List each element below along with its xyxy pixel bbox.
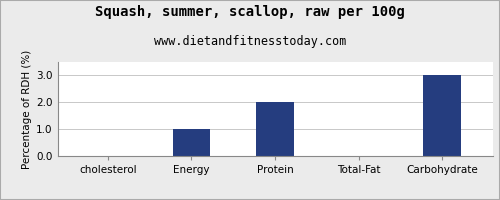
Text: www.dietandfitnesstoday.com: www.dietandfitnesstoday.com: [154, 35, 346, 48]
Bar: [256, 102, 294, 156]
Bar: [424, 75, 461, 156]
Y-axis label: Percentage of RDH (%): Percentage of RDH (%): [22, 49, 32, 169]
Text: Squash, summer, scallop, raw per 100g: Squash, summer, scallop, raw per 100g: [95, 5, 405, 19]
Bar: [172, 129, 210, 156]
